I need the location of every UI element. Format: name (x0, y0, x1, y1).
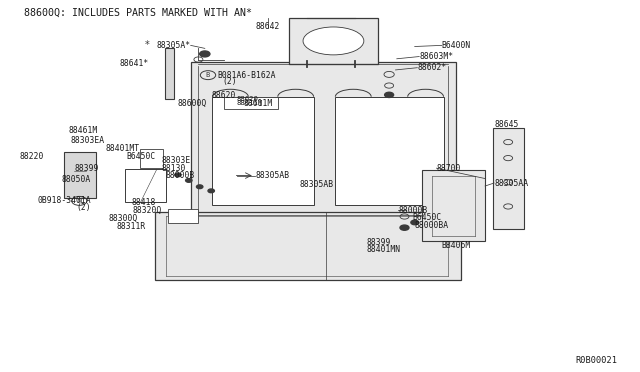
Text: 88461M: 88461M (68, 126, 97, 135)
Circle shape (175, 173, 181, 177)
Circle shape (411, 220, 419, 225)
Text: 88399: 88399 (75, 164, 99, 173)
Text: 88620: 88620 (211, 92, 236, 100)
Text: 88303EA: 88303EA (70, 136, 104, 145)
Text: 88642: 88642 (255, 22, 280, 31)
Polygon shape (125, 169, 166, 202)
Text: 88600Q: INCLUDES PARTS MARKED WITH AN*: 88600Q: INCLUDES PARTS MARKED WITH AN* (24, 8, 252, 18)
Text: 88603M*: 88603M* (419, 52, 453, 61)
Polygon shape (64, 152, 96, 198)
Text: 88303E: 88303E (161, 156, 191, 165)
Circle shape (208, 189, 214, 193)
Text: 88641*: 88641* (119, 60, 148, 68)
Circle shape (385, 92, 394, 97)
Circle shape (196, 185, 203, 189)
Text: N: N (77, 198, 81, 204)
Text: *: * (145, 41, 150, 50)
Polygon shape (212, 97, 314, 205)
Polygon shape (422, 170, 485, 241)
Polygon shape (493, 128, 524, 229)
Text: 88220: 88220 (19, 152, 44, 161)
Text: 88320Q: 88320Q (132, 206, 162, 215)
FancyBboxPatch shape (224, 97, 278, 109)
Polygon shape (165, 48, 174, 99)
Text: 88399: 88399 (366, 238, 390, 247)
Text: B081A6-B162A: B081A6-B162A (218, 71, 276, 80)
Text: 88645: 88645 (494, 120, 518, 129)
Circle shape (400, 225, 409, 230)
Text: 88611M: 88611M (243, 99, 273, 108)
Text: 88000B: 88000B (398, 206, 428, 215)
Text: (2): (2) (223, 77, 237, 86)
Polygon shape (289, 18, 378, 64)
Polygon shape (155, 212, 461, 280)
Text: 88305AA: 88305AA (494, 179, 528, 187)
Text: B: B (206, 72, 210, 78)
Text: B6450C: B6450C (413, 213, 442, 222)
Text: 88130: 88130 (161, 164, 186, 173)
Text: B6450C: B6450C (126, 152, 156, 161)
Polygon shape (335, 97, 444, 205)
Text: 88311R: 88311R (116, 222, 146, 231)
Ellipse shape (303, 27, 364, 55)
Text: 88050A: 88050A (61, 175, 91, 184)
Text: 88305AB: 88305AB (300, 180, 333, 189)
Circle shape (200, 51, 210, 57)
Text: 0B918-3401A: 0B918-3401A (37, 196, 91, 205)
Text: 88000BA: 88000BA (415, 221, 449, 230)
Polygon shape (168, 209, 198, 223)
Text: B6400N: B6400N (442, 41, 471, 50)
Polygon shape (140, 149, 163, 168)
Text: 88611M: 88611M (236, 100, 262, 106)
Text: 88401MN: 88401MN (366, 246, 400, 254)
Text: 88418: 88418 (131, 198, 156, 207)
Text: BB406M: BB406M (442, 241, 471, 250)
Text: 88600Q: 88600Q (177, 99, 207, 108)
Text: 88401MT: 88401MT (106, 144, 140, 153)
Text: 88602*: 88602* (417, 63, 447, 72)
Text: 88305AB: 88305AB (256, 171, 290, 180)
Text: (2): (2) (76, 203, 91, 212)
Text: 88700: 88700 (436, 164, 461, 173)
Text: 88000B: 88000B (166, 171, 195, 180)
Text: 88620: 88620 (236, 96, 258, 102)
Polygon shape (191, 62, 456, 218)
Text: 88300Q: 88300Q (108, 214, 138, 223)
Circle shape (186, 179, 192, 182)
Text: R0B00021: R0B00021 (575, 356, 618, 365)
Text: 88305A*: 88305A* (157, 41, 191, 50)
